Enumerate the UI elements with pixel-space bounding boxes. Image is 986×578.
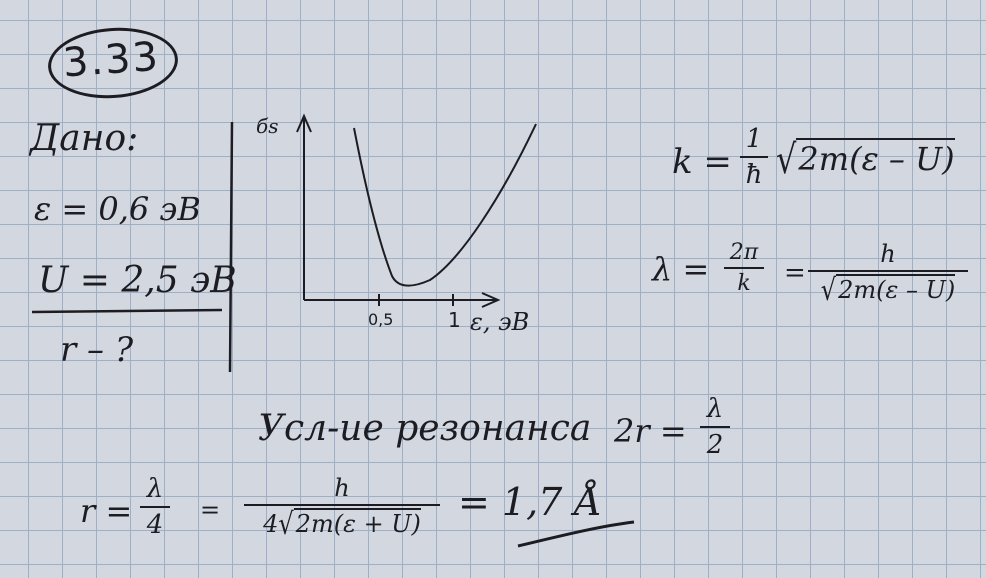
given-separator xyxy=(228,121,234,373)
given-potential: U = 2,5 эВ xyxy=(38,260,237,301)
resonance-text: Усл-ие резонанса xyxy=(258,408,592,449)
resonance-lhs: 2r = xyxy=(614,412,687,450)
formula-lambda-lhs: λ = xyxy=(652,250,710,288)
formula-k-radicand: 2m(ε – U) xyxy=(796,138,955,178)
formula-k-lhs: k = xyxy=(672,142,732,182)
graph-x-label: ε, эВ xyxy=(470,308,530,336)
answer-underline xyxy=(517,520,635,548)
formula-lambda-f2-num: h xyxy=(880,240,896,268)
result-f2-coef: 4 xyxy=(263,510,279,538)
result-f2-num: h xyxy=(334,474,350,502)
result-fraction-2: h 4√2m(ε + U) xyxy=(244,474,440,542)
result-f1-num: λ xyxy=(146,474,164,504)
formula-k-fraction: 1 ħ xyxy=(740,124,768,190)
resonance-fraction: λ 2 xyxy=(700,394,730,460)
given-divider xyxy=(31,308,223,314)
graph-x-tick-1: 0,5 xyxy=(368,310,394,329)
formula-lambda-fraction-2: h √2m(ε – U) xyxy=(808,240,968,308)
result-lhs: r = xyxy=(80,492,133,530)
graph-x-arrow xyxy=(481,292,501,308)
formula-lambda-f1-den: k xyxy=(737,271,751,296)
given-heading: Дано: xyxy=(30,118,139,159)
resonance-num: λ xyxy=(706,394,724,424)
formula-lambda-eq: = xyxy=(784,258,806,288)
result-answer: = 1,7 Å xyxy=(458,480,602,524)
graph-y-arrow xyxy=(296,113,312,133)
formula-lambda-f2-den: 2m(ε – U) xyxy=(836,274,956,304)
formula-k-num: 1 xyxy=(745,124,763,154)
formula-k-den: ħ xyxy=(745,160,763,190)
graph-x-tick-2: 1 xyxy=(448,308,461,332)
resonance-den: 2 xyxy=(706,430,724,460)
formula-k-root: √2m(ε – U) xyxy=(776,135,955,183)
result-f1-den: 4 xyxy=(146,510,164,540)
result-f2-den: 2m(ε + U) xyxy=(293,508,421,538)
formula-lambda-fraction-1: 2π k xyxy=(724,240,764,296)
given-unknown: r – ? xyxy=(60,330,134,370)
result-fraction-1: λ 4 xyxy=(140,474,170,540)
given-energy: ε = 0,6 эВ xyxy=(34,190,201,228)
formula-lambda-f1-num: 2π xyxy=(729,240,759,265)
graph-curve xyxy=(353,123,537,287)
result-eq: = xyxy=(200,496,221,524)
graph-y-label: бs xyxy=(256,114,279,138)
